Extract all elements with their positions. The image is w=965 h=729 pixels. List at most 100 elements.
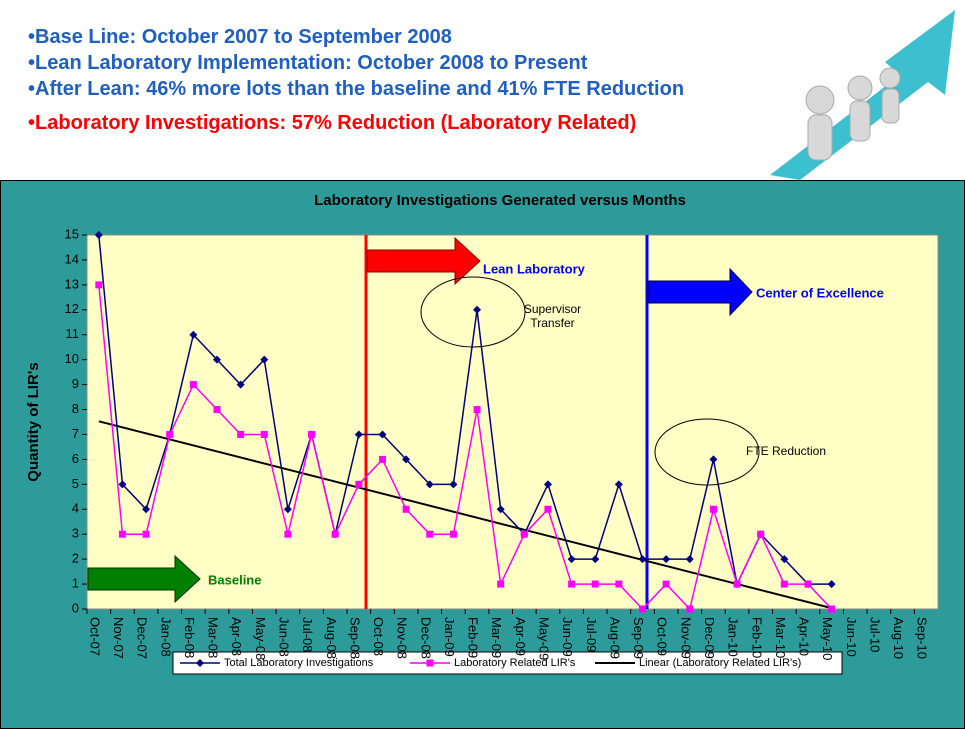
point	[426, 530, 434, 538]
point	[283, 505, 292, 514]
up-arrow	[770, 10, 955, 180]
point	[686, 605, 694, 613]
point	[449, 480, 458, 489]
x-tick-label: Mar-10	[773, 617, 788, 658]
x-tick-label: Feb-09	[466, 617, 481, 658]
y-tick-label: 10	[65, 351, 79, 366]
chart: Laboratory Investigations Generated vers…	[0, 180, 965, 729]
header-art	[770, 10, 955, 180]
point	[614, 480, 623, 489]
point	[685, 555, 694, 564]
point	[260, 355, 269, 364]
point	[166, 430, 174, 438]
y-tick-label: 3	[72, 526, 79, 541]
bullet: Lean Laboratory Implementation: October …	[28, 50, 720, 76]
x-tick-label: Dec-09	[702, 617, 717, 659]
annotation: Center of Excellence	[756, 285, 884, 300]
baseline-arrow	[87, 554, 201, 604]
x-tick-label: Mar-08	[206, 617, 221, 658]
point	[449, 530, 457, 538]
bullet: Base Line: October 2007 to September 200…	[28, 24, 720, 50]
point	[567, 555, 576, 564]
point	[497, 580, 505, 588]
supervisor-ellipse	[420, 276, 526, 348]
annotation: Lean Laboratory	[483, 261, 586, 276]
point	[473, 305, 482, 314]
point	[213, 355, 222, 364]
point	[118, 530, 126, 538]
x-tick-label: Jun-08	[276, 617, 291, 657]
y-tick-label: 2	[72, 551, 79, 566]
series-line	[98, 284, 833, 611]
point	[568, 580, 576, 588]
x-tick-label: Nov-07	[111, 617, 126, 659]
point	[544, 505, 552, 513]
point	[591, 580, 599, 588]
y-tick-label: 6	[72, 451, 79, 466]
figures	[805, 67, 901, 161]
point	[308, 430, 316, 438]
x-tick-label: Nov-09	[678, 617, 693, 659]
point	[142, 530, 150, 538]
x-tick-label: Apr-08	[229, 617, 244, 656]
y-tick-label: 7	[72, 426, 79, 441]
point	[260, 430, 268, 438]
point	[709, 505, 717, 513]
point	[638, 555, 647, 564]
point	[520, 530, 528, 538]
x-tick-label: Feb-10	[749, 617, 764, 658]
point	[780, 555, 789, 564]
point	[425, 480, 434, 489]
legend-label: Linear (Laboratory Related LIR's)	[639, 657, 801, 669]
point	[331, 530, 339, 538]
point	[804, 580, 812, 588]
x-tick-label: Oct-09	[655, 617, 670, 656]
x-tick-label: Oct-08	[371, 617, 386, 656]
x-tick-label: Jul-08	[300, 617, 315, 652]
legend-label: Laboratory Related LIR's	[454, 657, 576, 669]
y-tick-label: 5	[72, 476, 79, 491]
point	[757, 530, 765, 538]
y-tick-label: 11	[66, 326, 80, 341]
point	[543, 480, 552, 489]
point	[662, 580, 670, 588]
y-tick-label: 9	[72, 376, 79, 391]
point	[639, 605, 647, 613]
x-tick-label: Jan-09	[442, 617, 457, 657]
x-tick-label: Oct-07	[87, 617, 102, 656]
x-tick-label: Aug-08	[324, 617, 339, 659]
point	[591, 555, 600, 564]
point	[142, 505, 151, 514]
y-tick-label: 8	[72, 401, 79, 416]
x-tick-label: Apr-10	[797, 617, 812, 656]
point	[355, 480, 363, 488]
x-tick-label: Feb-08	[182, 617, 197, 658]
point	[378, 455, 386, 463]
point	[118, 480, 127, 489]
point	[496, 505, 505, 514]
coe-arrow	[647, 267, 753, 317]
point	[237, 430, 245, 438]
point	[284, 530, 292, 538]
point	[709, 455, 718, 464]
series-line	[98, 234, 832, 587]
x-tick-label: Apr-09	[513, 617, 528, 656]
x-tick-label: Jun-10	[844, 617, 859, 657]
x-tick-label: Jul-10	[867, 617, 882, 652]
y-tick-label: 14	[65, 251, 79, 266]
y-tick-label: 12	[65, 301, 79, 316]
y-tick-label: 0	[72, 600, 79, 615]
legend-marker	[426, 659, 434, 667]
y-tick-label: 4	[72, 501, 79, 516]
annotation: FTE Reduction	[746, 444, 826, 458]
legend-label: Total Laboratory Investigations	[224, 657, 374, 669]
point	[473, 406, 481, 414]
legend-marker	[196, 659, 204, 667]
point	[378, 430, 387, 439]
header: Base Line: October 2007 to September 200…	[0, 0, 965, 180]
y-axis-label: Quantity of LIR's	[25, 362, 42, 481]
point	[95, 281, 103, 289]
x-tick-label: Jan-10	[726, 617, 741, 657]
x-tick-label: Mar-09	[489, 617, 504, 658]
x-tick-label: Jul-09	[584, 617, 599, 652]
